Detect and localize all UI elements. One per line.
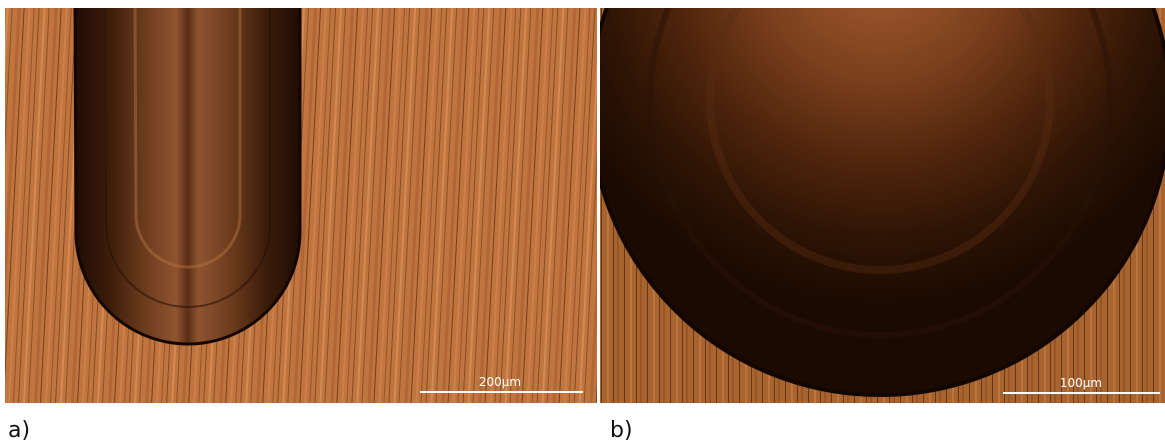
groove: [75, 0, 300, 344]
panel-b: 100µm: [590, 0, 1165, 403]
panel-a: 200µm: [5, 0, 597, 403]
scale-bar-label: 200µm: [479, 375, 521, 389]
page: 200µm 100µm a) b) (() => { const data = …: [0, 0, 1165, 445]
panel-label: a): [8, 418, 30, 443]
panel-label: b): [610, 418, 633, 443]
scale-bar-label: 100µm: [1060, 376, 1102, 390]
figure: 200µm 100µm a) b): [0, 0, 1165, 445]
